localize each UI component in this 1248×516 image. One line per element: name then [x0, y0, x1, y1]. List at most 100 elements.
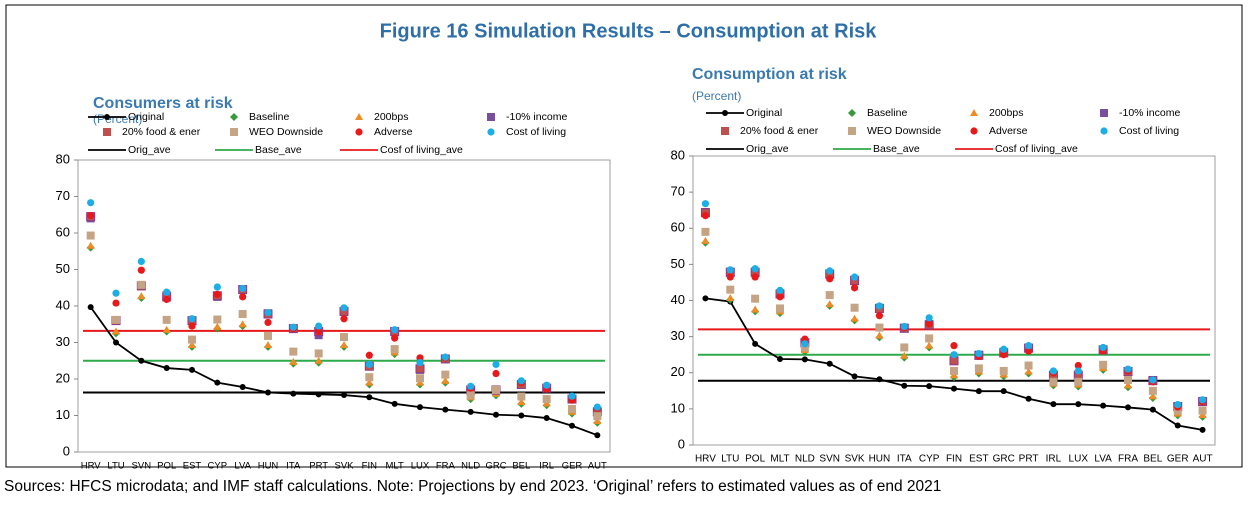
data-point: [1149, 406, 1156, 413]
data-point: [112, 299, 120, 307]
data-point: [264, 318, 272, 327]
data-point: [189, 366, 195, 373]
y-tick-label: 20: [56, 370, 70, 385]
data-point: [137, 280, 146, 289]
data-point: [290, 390, 297, 397]
legend-marker: [721, 127, 729, 135]
x-tick-label: SVN: [132, 461, 152, 472]
data-point: [87, 199, 95, 207]
data-point: [390, 345, 399, 354]
data-point: [1024, 361, 1033, 370]
data-point: [188, 335, 196, 344]
data-point: [543, 381, 551, 389]
data-point: [901, 382, 908, 389]
x-tick-label: HUN: [869, 454, 891, 465]
figure-title: Figure 16 Simulation Results – Consumpti…: [380, 20, 878, 42]
x-tick-label: FIN: [362, 461, 377, 472]
data-point: [1099, 343, 1107, 352]
data-point: [87, 211, 95, 220]
chart-subtitle: (Percent): [692, 89, 741, 103]
data-point: [751, 294, 760, 303]
data-point: [391, 334, 399, 342]
legend-label: Original: [128, 111, 164, 123]
x-tick-label: SVK: [845, 454, 865, 465]
data-point: [365, 373, 374, 382]
data-point: [366, 394, 373, 401]
data-point: [568, 392, 576, 400]
data-point: [751, 265, 759, 273]
data-point: [1174, 400, 1182, 409]
data-point: [340, 333, 348, 342]
data-point: [751, 305, 760, 313]
data-point: [950, 366, 958, 375]
data-point: [875, 331, 884, 339]
x-tick-label: LVA: [1094, 454, 1112, 465]
data-point: [1148, 386, 1157, 395]
y-tick-label: 10: [671, 400, 685, 415]
data-point: [416, 358, 424, 367]
data-point: [340, 304, 348, 312]
data-point: [264, 308, 272, 317]
data-point: [162, 325, 171, 333]
legend-marker: [970, 127, 978, 135]
data-point: [112, 327, 120, 335]
y-tick-label: 30: [671, 328, 685, 343]
legend-label: Adverse: [989, 125, 1028, 137]
data-point: [1074, 377, 1083, 386]
data-point: [950, 342, 958, 350]
data-point: [289, 347, 298, 356]
data-point: [726, 266, 734, 274]
data-point: [801, 356, 808, 363]
data-point: [264, 331, 272, 340]
x-tick-label: HRV: [695, 454, 716, 465]
legend-label: Cosf of living_ave: [995, 143, 1078, 155]
data-point: [1198, 406, 1207, 415]
data-point: [826, 360, 833, 367]
x-tick-label: IRL: [539, 461, 554, 472]
data-point: [213, 290, 221, 298]
note-box: Sources: HFCS microdata; and IMF staff c…: [4, 478, 941, 495]
data-point: [238, 320, 247, 328]
x-tick-label: CYP: [208, 461, 228, 472]
data-point: [925, 334, 934, 343]
legend-label: Orig_ave: [128, 144, 171, 156]
data-point: [543, 415, 550, 422]
x-tick-label: IRL: [1046, 454, 1062, 465]
data-point: [517, 377, 525, 385]
data-point: [1124, 375, 1132, 384]
x-tick-label: GER: [562, 461, 583, 472]
data-point: [441, 353, 449, 361]
legend-marker: [722, 110, 728, 116]
data-point: [726, 273, 734, 281]
x-tick-label: SVK: [334, 461, 354, 472]
data-point: [314, 349, 323, 358]
data-point: [1124, 381, 1132, 389]
y-tick-label: 80: [671, 147, 685, 162]
data-point: [188, 322, 196, 330]
data-point: [951, 385, 957, 392]
data-point: [138, 357, 145, 364]
legend-marker: [970, 109, 978, 116]
data-point: [776, 293, 784, 301]
x-tick-label: AUT: [1193, 454, 1213, 465]
data-point: [467, 382, 475, 390]
x-tick-label: CYP: [919, 454, 940, 465]
legend-marker: [355, 128, 363, 136]
data-point: [875, 323, 884, 332]
data-point: [442, 406, 449, 413]
data-point: [1124, 365, 1132, 373]
data-point: [701, 236, 710, 244]
plot-frame: [692, 155, 1216, 446]
data-point: [1173, 406, 1182, 415]
legend-label: 20% food & ener: [122, 126, 201, 138]
data-point: [239, 284, 247, 293]
data-point: [213, 283, 221, 291]
data-point: [1174, 422, 1181, 429]
data-point: [850, 284, 859, 292]
data-point: [900, 351, 909, 359]
y-tick-label: 70: [671, 184, 685, 199]
data-point: [112, 315, 120, 324]
x-tick-label: LUX: [1069, 454, 1089, 465]
data-point: [265, 389, 271, 396]
y-tick-label: 50: [671, 256, 685, 271]
